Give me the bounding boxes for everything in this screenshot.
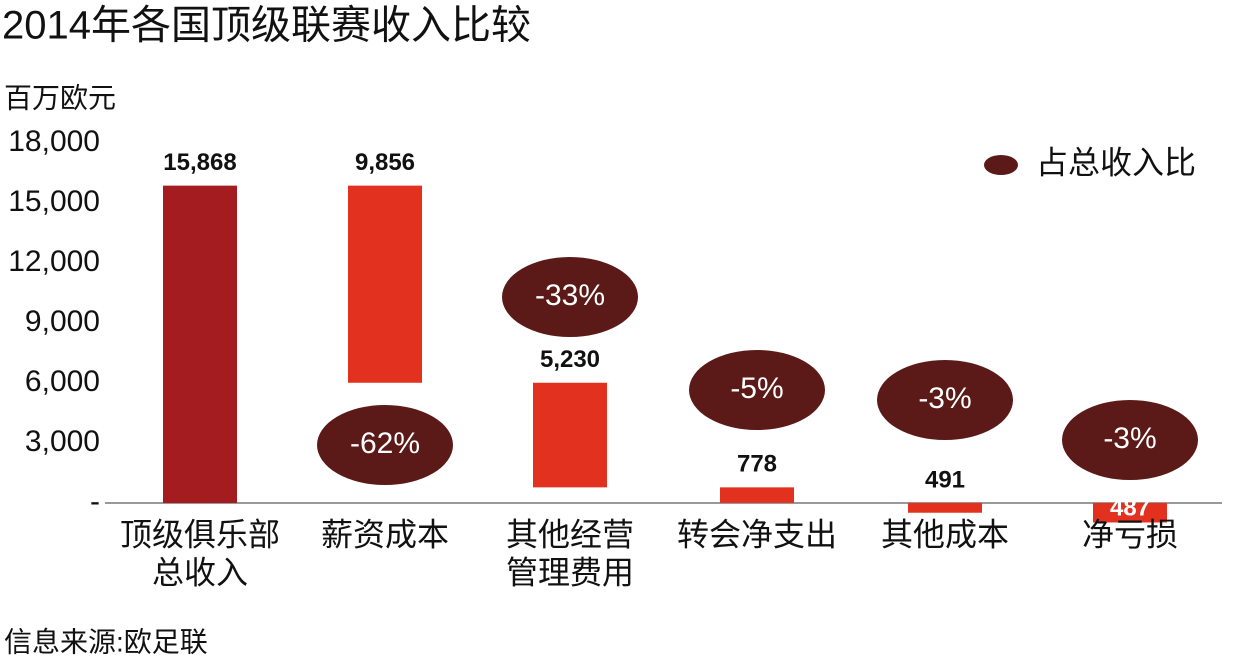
y-tick-label: 9,000 — [25, 305, 100, 338]
x-tick-label: 其他经营 — [506, 516, 634, 552]
value-label: 778 — [737, 451, 777, 478]
value-label: 5,230 — [540, 346, 600, 373]
y-tick-label: 15,000 — [8, 185, 100, 218]
value-label: 487 — [1110, 494, 1150, 521]
x-tick-label: 薪资成本 — [321, 516, 449, 552]
bar — [163, 185, 237, 503]
chart-title: 2014年各国顶级联赛收入比较 — [2, 4, 531, 48]
share-bubble — [502, 257, 638, 337]
share-bubble — [317, 405, 453, 485]
legend-marker — [984, 155, 1018, 175]
y-tick-label: 18,000 — [8, 125, 100, 158]
share-label: -62% — [350, 427, 420, 460]
legend-label: 占总收入比 — [1036, 144, 1196, 180]
x-tick-label: 转会净支出 — [677, 516, 837, 552]
share-label: -3% — [918, 382, 971, 415]
bar — [908, 502, 982, 513]
source: 信息来源:欧足联 — [4, 626, 208, 657]
value-label: 491 — [925, 466, 965, 493]
bar — [348, 185, 422, 383]
share-bubble — [689, 350, 825, 430]
share-label: -33% — [535, 279, 605, 312]
bar — [533, 382, 607, 488]
x-tick-label: 总收入 — [152, 554, 248, 590]
value-label: 9,856 — [355, 149, 415, 176]
x-tick-label: 净亏损 — [1082, 516, 1178, 552]
x-tick-label: 其他成本 — [881, 516, 1009, 552]
share-bubble — [877, 360, 1013, 440]
y-tick-label: - — [90, 485, 100, 518]
y-axis-label: 百万欧元 — [4, 82, 116, 113]
share-label: -3% — [1103, 422, 1156, 455]
y-tick-label: 6,000 — [25, 365, 100, 398]
x-tick-label: 顶级俱乐部 — [120, 516, 280, 552]
bar — [1093, 503, 1167, 523]
share-bubble — [1062, 400, 1198, 480]
y-tick-label: 12,000 — [8, 245, 100, 278]
x-tick-label: 管理费用 — [506, 554, 634, 590]
bar — [720, 487, 794, 503]
y-tick-label: 3,000 — [25, 425, 100, 458]
share-label: -5% — [730, 372, 783, 405]
value-label: 15,868 — [163, 149, 236, 176]
